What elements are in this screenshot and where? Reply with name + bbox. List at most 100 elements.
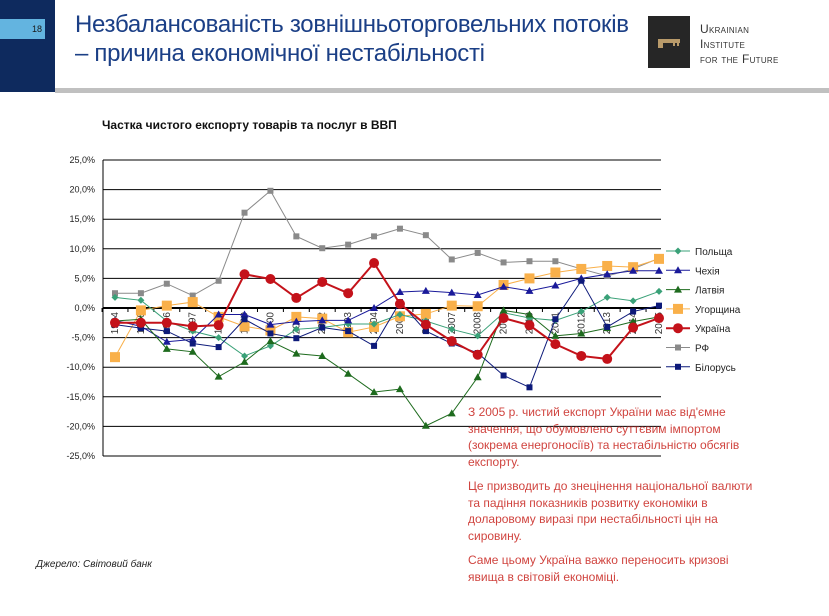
data-point [674,247,682,255]
title-line-2: – причина економічної нестабільності [75,40,485,67]
data-point [526,258,533,265]
data-point [525,310,534,318]
legend-label: Угорщина [695,305,741,316]
data-point [187,297,198,308]
data-point [550,339,561,350]
data-point [240,310,249,318]
data-point [137,325,144,332]
data-point [241,316,248,323]
legend-label: Чехія [695,266,720,277]
data-point [674,285,682,293]
data-point [655,287,663,295]
data-point [267,330,274,337]
data-point [318,351,327,359]
data-point [240,357,249,365]
data-point [552,316,559,323]
data-point [215,344,222,351]
data-point [603,293,611,301]
legend-item: Латвія [666,285,724,297]
data-point [472,349,483,360]
data-point [395,385,404,393]
legend-item: Польща [666,247,733,258]
data-point [161,300,172,311]
legend-label: Білорусь [695,363,736,374]
y-tick-label: -15,0% [66,392,95,402]
data-point [135,317,146,328]
data-point [345,241,352,248]
page-title: Незбалансованість зовнішньоторговельних … [75,10,629,68]
header-side-bar [0,0,55,92]
y-tick-label: -10,0% [66,362,95,372]
data-point [576,263,587,274]
data-point [345,328,352,335]
data-point [602,353,613,364]
header-divider [55,88,829,93]
data-point [189,292,196,299]
y-tick-label: 25,0% [69,155,95,165]
annotation-text: З 2005 р. чистий експорт України має від… [468,404,758,593]
data-point [629,297,637,305]
data-point [292,349,301,357]
x-tick-label: 2005 [395,312,406,335]
data-point [370,320,378,328]
data-point [552,258,559,265]
data-point [500,372,507,379]
data-point [266,320,275,328]
data-point [577,329,586,337]
data-point [291,311,302,322]
data-point [655,266,663,274]
x-tick-label: 2007 [447,312,458,335]
logo-line: Institute [700,37,746,51]
logo-line: for the Future [700,52,779,66]
data-point [448,256,455,263]
data-point [189,340,196,347]
data-point [344,316,353,324]
data-point [673,303,683,314]
data-point [292,325,300,333]
data-point [422,328,429,335]
y-tick-label: -5,0% [71,333,95,343]
data-point [215,277,222,284]
legend-item: Угорщина [666,303,741,316]
data-point [500,259,507,266]
data-point [654,253,664,264]
data-point [291,292,302,303]
data-point [526,384,533,391]
data-point [163,280,170,287]
data-point [137,296,145,304]
note-paragraph-3: Саме цьому Україна важко переносить криз… [468,553,729,584]
data-point [524,273,535,284]
source-note: Джерело: Світовий банк [36,559,153,570]
x-tick-label: 2008 [473,312,484,335]
data-point [395,288,404,296]
data-point [473,290,482,298]
data-point [473,373,482,381]
data-point [112,290,118,297]
data-point [421,286,430,294]
chart-title: Частка чистого експорту товарів та послу… [102,118,397,132]
data-point [214,372,223,380]
y-tick-label: 15,0% [69,214,95,224]
data-point [447,288,456,296]
series-line [114,258,660,358]
data-point [420,319,431,330]
data-point [422,232,429,239]
data-point [241,209,248,216]
data-point [654,313,664,324]
data-point [266,337,275,345]
data-point [135,305,146,316]
note-paragraph-1: З 2005 р. чистий експорт України має від… [468,405,740,469]
data-point [213,320,224,331]
legend-label: Україна [695,324,731,335]
note-paragraph-2: Це призводить до знецінення національної… [468,479,753,543]
y-tick-label: 10,0% [69,244,95,254]
data-point [550,267,561,278]
legend-label: Польща [695,247,733,258]
data-point [675,344,681,351]
y-tick-label: -20,0% [66,421,95,431]
data-point [317,276,328,287]
data-point [673,323,683,334]
data-point [215,334,223,342]
data-point [239,321,250,332]
